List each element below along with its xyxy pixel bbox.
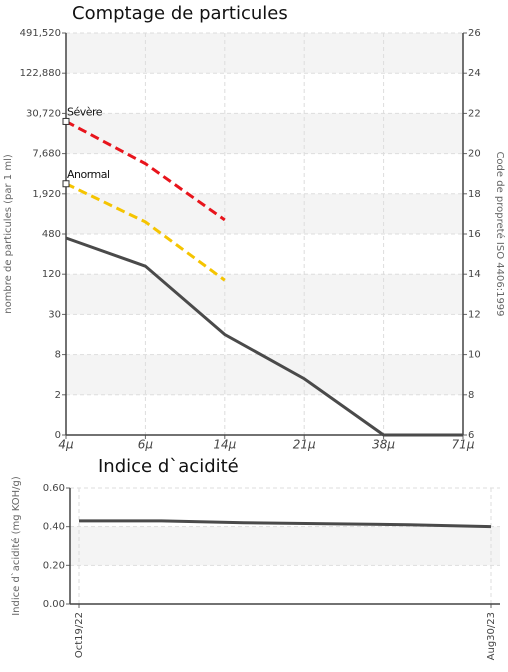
y-tick-label: 7,680 <box>32 149 61 160</box>
x-tick-label: 14μ <box>213 438 236 452</box>
x-tick-label: Oct19/22 <box>74 612 85 658</box>
y-tick-label: 0.00 <box>43 599 65 610</box>
x-tick-label: 21μ <box>293 438 316 452</box>
y2-axis-title: Code de propreté ISO 4406:1999 <box>494 151 506 316</box>
band <box>66 193 463 234</box>
series-marker <box>62 117 70 125</box>
y-tick-label: 1,920 <box>32 189 61 200</box>
band <box>66 33 463 74</box>
y2-tick-label: 20 <box>468 149 481 160</box>
series-line <box>79 519 492 529</box>
series-line <box>65 236 463 437</box>
x-tick-label: 71μ <box>452 438 475 452</box>
x-tick-label: Aug30/23 <box>486 612 497 660</box>
x-tick-label: 6μ <box>138 438 154 452</box>
x-tick-label: 38μ <box>372 438 395 452</box>
band <box>70 526 500 566</box>
y-tick-label: 0.40 <box>43 522 65 533</box>
y2-tick-label: 6 <box>468 430 474 441</box>
y-tick-label: 480 <box>42 229 61 240</box>
y-tick-label: 8 <box>55 350 61 361</box>
y-axis-title: Indice d`acidité (mg KOH/g) <box>10 476 22 616</box>
y2-tick-label: 18 <box>468 189 481 200</box>
y-axis-title: nombre de particules (par 1 ml) <box>3 154 14 314</box>
y2-tick-label: 12 <box>468 309 481 320</box>
x-tick-label: 4μ <box>58 438 74 452</box>
band <box>66 274 463 315</box>
y-tick-label: 0.20 <box>43 560 65 571</box>
y2-tick-label: 10 <box>468 350 481 361</box>
y2-tick-label: 24 <box>468 68 481 79</box>
chart-title: Indice d`acidité <box>98 456 239 477</box>
series-marker <box>62 180 70 188</box>
band <box>66 113 463 154</box>
y-tick-label: 2 <box>55 390 61 401</box>
series-line <box>65 182 226 282</box>
y2-tick-label: 16 <box>468 229 481 240</box>
series-label: Anormal <box>67 168 110 181</box>
y2-tick-label: 26 <box>468 28 481 39</box>
y-tick-label: 30 <box>48 309 61 320</box>
series-line <box>65 120 226 222</box>
y2-tick-label: 14 <box>468 269 481 280</box>
y-tick-label: 0 <box>55 430 61 441</box>
y-tick-label: 30,720 <box>26 108 61 119</box>
y-tick-label: 122,880 <box>20 68 61 79</box>
y2-tick-label: 22 <box>468 108 481 119</box>
y-tick-label: 0.60 <box>43 483 65 494</box>
y-tick-label: 491,520 <box>20 28 61 39</box>
y-tick-label: 120 <box>42 269 61 280</box>
band <box>66 354 463 395</box>
y2-tick-label: 8 <box>468 390 474 401</box>
chart-title: Comptage de particules <box>72 3 288 24</box>
series-label: Sévère <box>67 105 103 118</box>
